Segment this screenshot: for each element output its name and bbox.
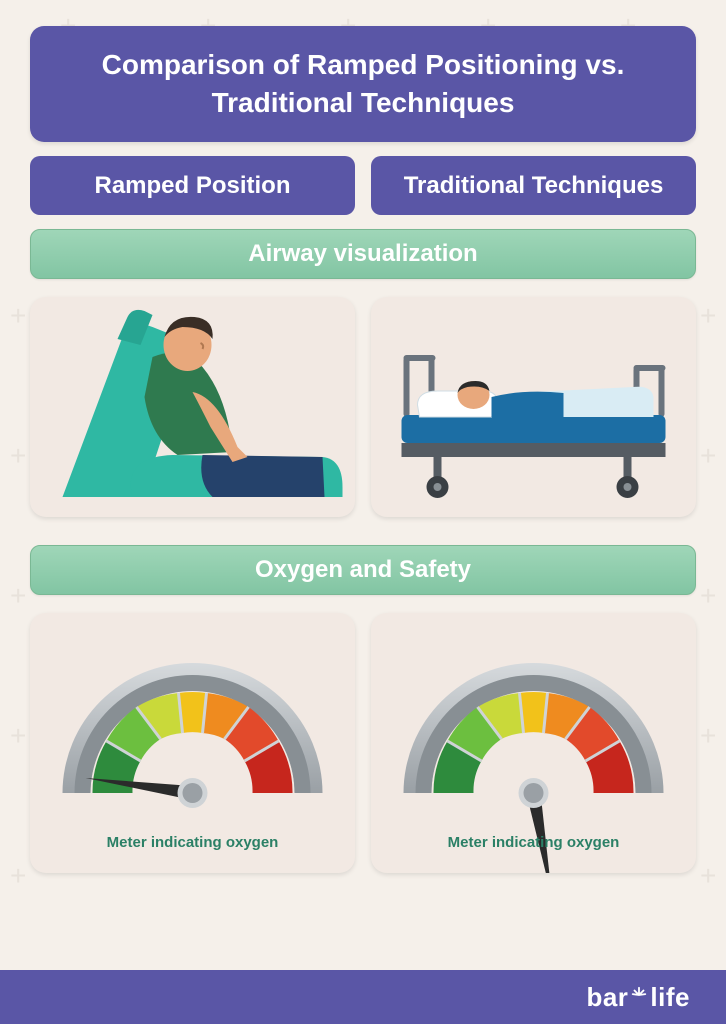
main-title: Comparison of Ramped Positioning vs. Tra… [30,26,696,142]
col-left-label: Ramped Position [94,172,290,199]
row-oxygen: Meter indicating oxygen [30,613,696,873]
card-traditional-illustration [371,297,696,517]
gauge-left-caption: Meter indicating oxygen [30,834,355,851]
col-header-right: Traditional Techniques [371,156,696,215]
hospital-bed-icon [371,297,696,517]
card-gauge-right: Meter indicating oxygen [371,613,696,873]
brand-text-2: life [650,982,690,1013]
gauge-right-caption: Meter indicating oxygen [371,834,696,851]
infographic-container: Comparison of Ramped Positioning vs. Tra… [0,0,726,970]
column-headers: Ramped Position Traditional Techniques [30,156,696,215]
ramped-chair-icon [30,297,355,517]
leaf-icon [630,980,648,998]
brand-logo: barlife [586,982,690,1013]
section-label-airway: Airway visualization [30,229,696,279]
title-text: Comparison of Ramped Positioning vs. Tra… [102,49,625,118]
card-ramped-illustration [30,297,355,517]
section-2-text: Oxygen and Safety [255,556,471,583]
row-airway [30,297,696,517]
col-header-left: Ramped Position [30,156,355,215]
brand-text-1: bar [586,982,628,1013]
footer-bar: barlife [0,970,726,1024]
card-gauge-left: Meter indicating oxygen [30,613,355,873]
section-1-text: Airway visualization [248,240,477,267]
col-right-label: Traditional Techniques [404,172,664,199]
section-label-oxygen: Oxygen and Safety [30,545,696,595]
